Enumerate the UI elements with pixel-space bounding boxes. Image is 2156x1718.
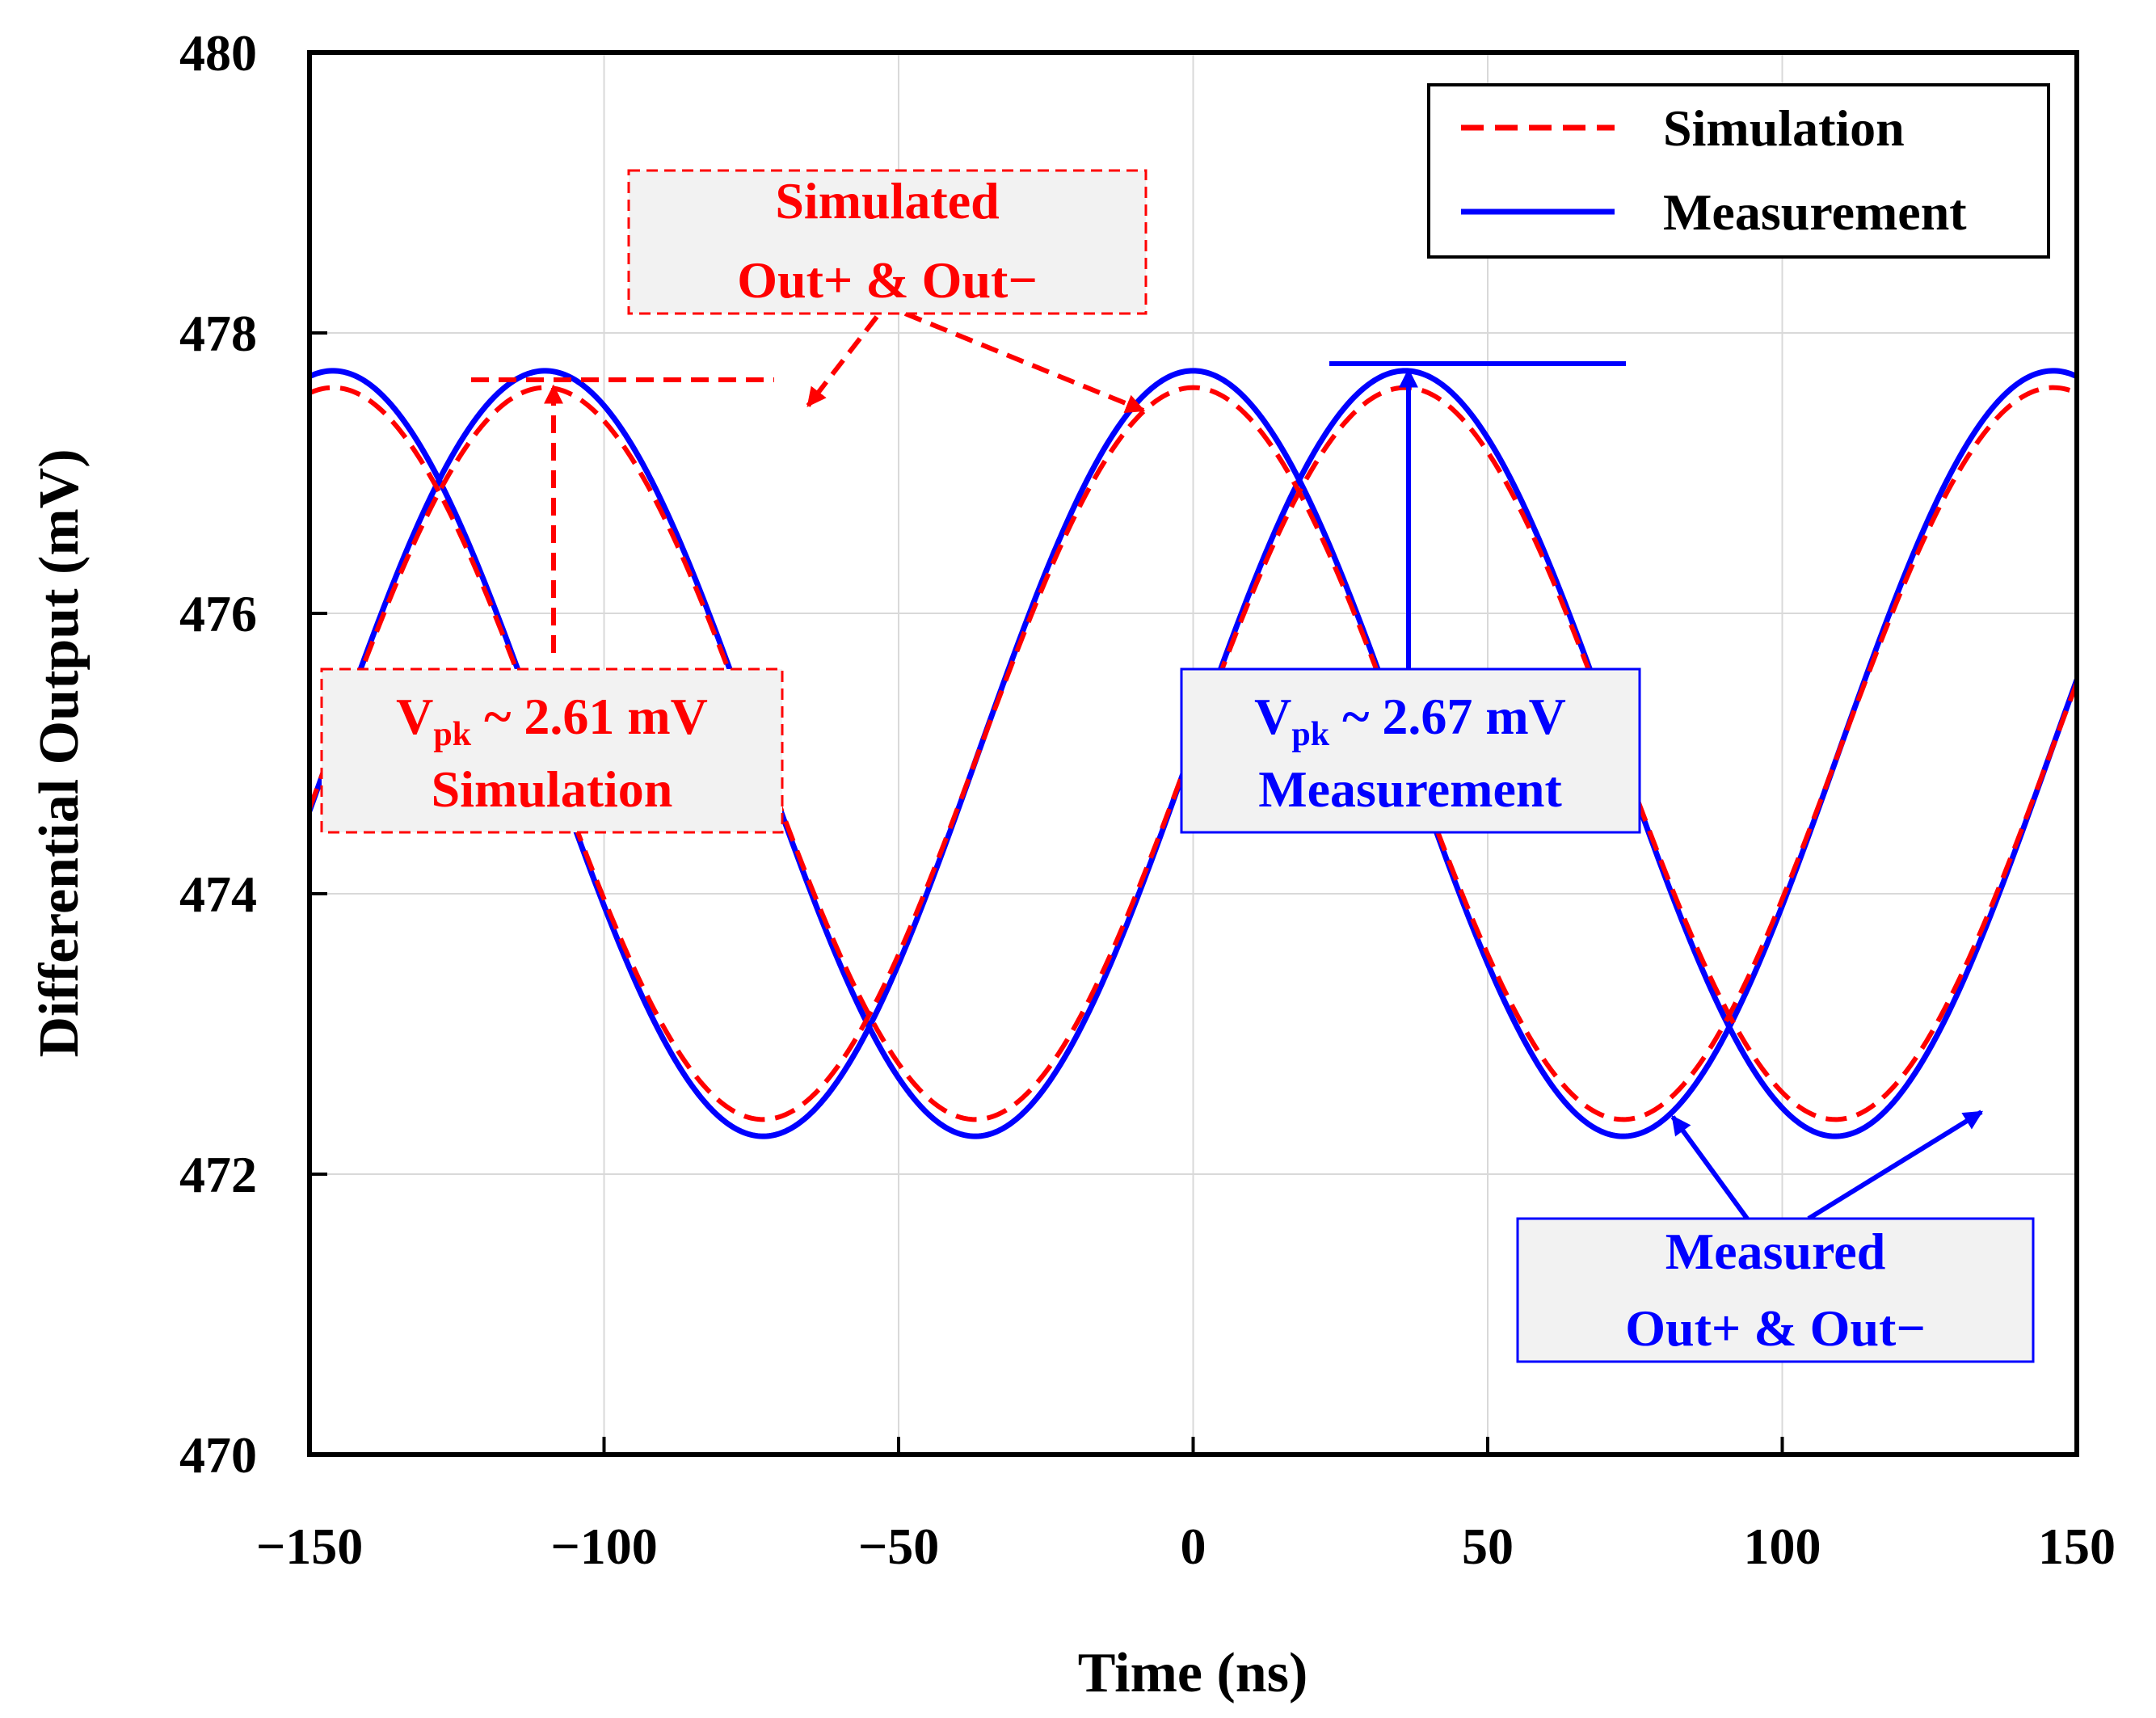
simulated-annotation-line1: Simulated [775, 172, 999, 229]
meas-vpk-label: Vpk ~ 2.67 mV [1254, 688, 1566, 753]
meas-vpk-value: ~ 2.67 mV [1329, 688, 1566, 745]
measured-annotation-line2: Out+ & Out− [1625, 1299, 1926, 1357]
y-tick-label: 480 [179, 24, 257, 82]
x-axis-title: Time (ns) [1078, 1642, 1308, 1704]
simulated-annotation: Simulated Out+ & Out− [627, 169, 1147, 315]
y-axis-title: Differential Output (mV) [28, 448, 91, 1057]
legend: Simulation Measurement [1427, 83, 2050, 259]
y-tick-label: 478 [179, 305, 257, 362]
simulation-out-minus-line [310, 385, 2077, 1122]
x-tick-label: −100 [550, 1518, 657, 1575]
meas-vpk-subscript: pk [1291, 716, 1329, 753]
legend-simulation-label: Simulation [1663, 99, 1905, 157]
measured-annotation-line1: Measured [1665, 1223, 1886, 1280]
meas-vpk-line2: Measurement [1258, 760, 1562, 818]
y-tick-label: 470 [179, 1426, 257, 1484]
simulation-out-plus-line [310, 385, 2077, 1122]
simulated-arrow-left [806, 315, 879, 407]
x-tick-label: −50 [858, 1518, 939, 1575]
sim-vpk-subscript: pk [433, 716, 471, 753]
sim-vpk-value: ~ 2.61 mV [471, 688, 708, 745]
x-axis-ticks: −150 −100 −50 0 50 100 150 [256, 1437, 2116, 1575]
y-axis-ticks: 470 472 474 476 478 480 [179, 24, 327, 1484]
simulated-annotation-line2: Out+ & Out− [737, 251, 1038, 309]
y-tick-label: 474 [179, 865, 257, 923]
x-tick-label: 150 [2038, 1518, 2116, 1575]
sim-vpk-v: V [396, 688, 433, 745]
x-tick-label: 50 [1462, 1518, 1514, 1575]
x-tick-label: −150 [256, 1518, 363, 1575]
meas-vpk-annotation: Vpk ~ 2.67 mV Measurement [1180, 667, 1641, 834]
plot-frame [307, 50, 2079, 1457]
measured-annotation: Measured Out+ & Out− [1516, 1217, 2035, 1363]
sim-vpk-label: Vpk ~ 2.61 mV [396, 688, 708, 753]
measurement-out-plus-line [310, 368, 2077, 1139]
measured-arrow-right [1807, 1110, 1984, 1221]
sim-vpk-annotation: Vpk ~ 2.61 mV Simulation [320, 667, 784, 834]
y-tick-label: 472 [179, 1146, 257, 1203]
sim-vpk-line2: Simulation [432, 760, 673, 818]
measured-arrow-left [1670, 1115, 1750, 1220]
x-tick-label: 0 [1181, 1518, 1206, 1575]
meas-vpk-v: V [1254, 688, 1291, 745]
x-tick-label: 100 [1744, 1518, 1821, 1575]
simulated-arrow-right [903, 311, 1146, 413]
legend-measurement-label: Measurement [1663, 183, 1967, 241]
y-tick-label: 476 [179, 585, 257, 642]
